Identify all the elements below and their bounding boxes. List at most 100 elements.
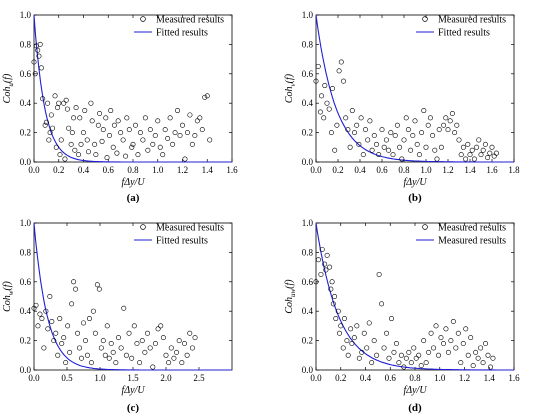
measured-point <box>32 71 38 77</box>
measured-point <box>448 338 454 344</box>
measured-point <box>179 360 185 366</box>
measured-point <box>410 133 416 139</box>
measured-point <box>470 363 476 369</box>
measured-point <box>106 355 112 361</box>
measured-point <box>163 352 169 358</box>
measured-point <box>426 349 432 355</box>
x-tick-label: 1.6 <box>226 165 238 175</box>
measured-point <box>104 323 110 329</box>
measured-point <box>134 341 140 347</box>
measured-point <box>182 156 188 162</box>
y-tick-label: 1.0 <box>20 218 32 228</box>
measured-point <box>332 147 338 153</box>
measured-point <box>438 144 444 150</box>
measured-point <box>487 364 493 370</box>
measured-point <box>329 279 335 285</box>
measured-point <box>168 345 174 351</box>
legend-label-measured: Measured results <box>438 15 506 26</box>
y-tick-label: 0.0 <box>20 157 32 167</box>
measured-point <box>445 127 451 133</box>
measured-point <box>43 119 49 125</box>
y-tick-label: 0.0 <box>20 365 32 375</box>
measured-point <box>338 59 344 65</box>
measured-point <box>324 252 330 258</box>
measured-point <box>68 141 74 147</box>
measured-point <box>155 326 161 332</box>
measured-point <box>403 355 409 361</box>
measured-point <box>330 301 336 307</box>
measured-point <box>343 115 349 121</box>
measured-point <box>340 78 346 84</box>
measured-point <box>81 130 87 136</box>
measured-point <box>49 318 55 324</box>
measured-point <box>73 286 79 292</box>
measured-point <box>369 147 375 153</box>
measured-point <box>408 360 414 366</box>
y-tick-label: 0.4 <box>302 98 314 108</box>
measured-point <box>145 147 151 153</box>
measured-point <box>102 352 108 358</box>
legend-label-fitted: Measured results <box>438 236 506 247</box>
measured-point <box>421 338 427 344</box>
y-tick-label: 0.4 <box>20 306 32 316</box>
measured-point <box>118 130 124 136</box>
x-tick-label: 1.0 <box>94 373 106 383</box>
measured-point <box>333 316 339 322</box>
y-axis-label-subscript: w <box>7 290 15 295</box>
measured-point <box>386 147 392 153</box>
measured-point <box>427 115 433 121</box>
measured-point <box>369 360 375 366</box>
measured-point <box>384 330 390 336</box>
y-axis-label-suffix: (f) <box>284 73 295 83</box>
measured-point <box>348 326 354 332</box>
measured-point <box>82 108 88 114</box>
measured-point <box>45 326 51 332</box>
y-axis-label-main: Coh <box>2 87 13 104</box>
measured-point <box>63 360 69 366</box>
measured-point <box>392 133 398 139</box>
measured-point <box>416 352 422 358</box>
measured-point <box>397 144 403 150</box>
measured-point <box>440 341 446 347</box>
measured-point <box>359 349 365 355</box>
measured-point <box>489 144 495 150</box>
x-tick-label: 2.5 <box>193 373 205 383</box>
measured-point <box>419 130 425 136</box>
y-tick-label: 0.6 <box>20 277 32 287</box>
measured-point <box>40 96 46 102</box>
measured-point <box>152 341 158 347</box>
measured-point <box>38 65 44 71</box>
measured-point <box>129 355 135 361</box>
measured-point <box>328 130 334 136</box>
measured-point <box>383 137 389 143</box>
measured-point <box>379 301 385 307</box>
measured-point <box>177 133 183 139</box>
measured-point <box>425 122 431 128</box>
x-tick-label: 0.0 <box>28 373 40 383</box>
measured-point <box>55 105 61 111</box>
measured-point <box>58 137 64 143</box>
measured-point <box>326 106 332 112</box>
measured-point <box>366 320 372 326</box>
measured-point <box>345 127 351 133</box>
y-tick-label: 0.4 <box>302 306 314 316</box>
measured-point <box>376 271 382 277</box>
measured-point <box>317 109 323 115</box>
measured-point <box>142 115 148 121</box>
measured-point <box>428 330 434 336</box>
measured-point <box>351 130 357 136</box>
x-tick-label: 0.6 <box>103 165 115 175</box>
measured-point <box>135 152 141 158</box>
measured-point <box>100 338 106 344</box>
measured-point <box>84 137 90 143</box>
measured-point <box>53 144 59 150</box>
measured-point <box>123 153 129 159</box>
legend-label-measured: Measured results <box>156 223 224 234</box>
measured-point <box>90 308 96 314</box>
measured-point <box>94 282 100 288</box>
measured-point <box>181 341 187 347</box>
measured-point <box>349 341 355 347</box>
measured-point <box>65 323 71 329</box>
measured-point <box>45 100 51 106</box>
measured-point <box>430 133 436 139</box>
